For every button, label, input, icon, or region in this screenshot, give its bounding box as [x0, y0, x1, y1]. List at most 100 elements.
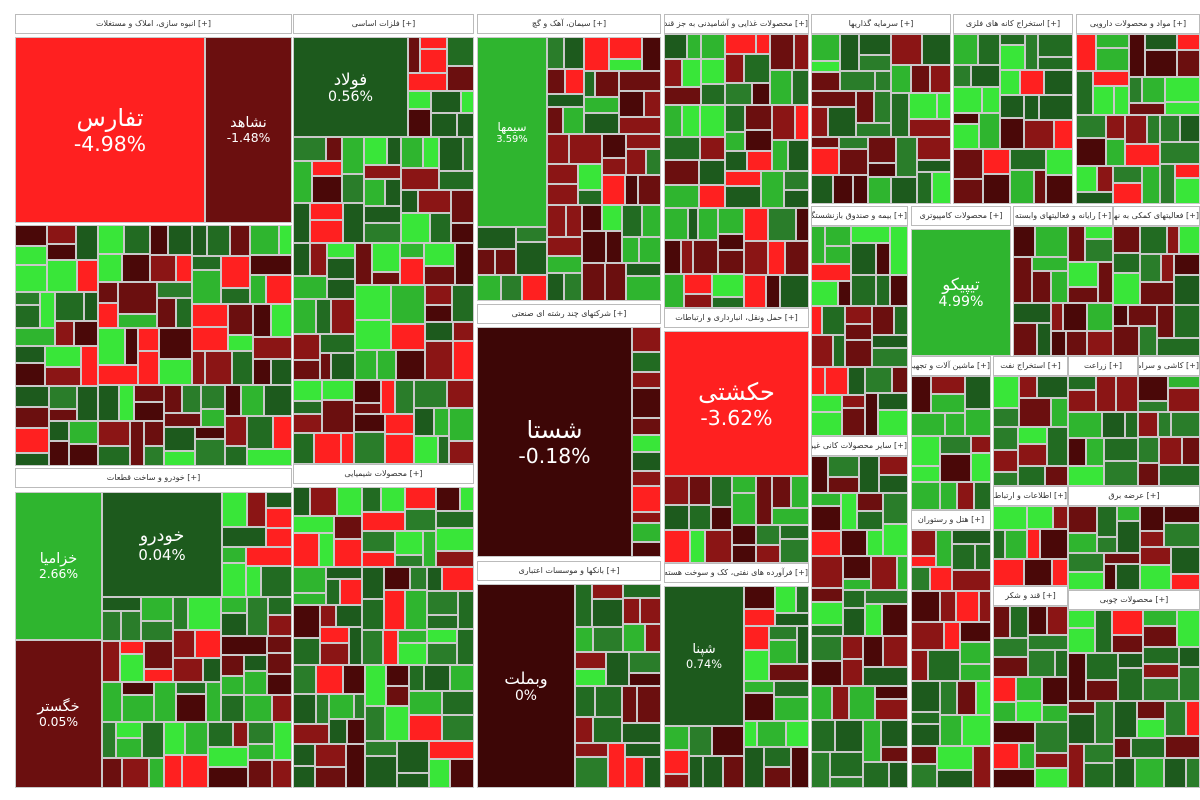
- stock-tile[interactable]: [911, 622, 944, 650]
- stock-tile[interactable]: [1171, 574, 1200, 590]
- stock-tile[interactable]: [271, 304, 292, 337]
- stock-tile[interactable]: [575, 669, 606, 686]
- stock-tile[interactable]: [1140, 506, 1164, 531]
- stock-tile[interactable]: [436, 511, 474, 528]
- stock-tile[interactable]: [575, 757, 608, 788]
- stock-tile[interactable]: [725, 34, 756, 54]
- stock-tile[interactable]: [1161, 254, 1174, 282]
- stock-tile[interactable]: [859, 456, 879, 493]
- stock-tile[interactable]: [744, 681, 774, 693]
- stock-tile[interactable]: [1164, 758, 1186, 788]
- stock-tile[interactable]: [336, 605, 362, 627]
- stock-tile[interactable]: [102, 682, 122, 722]
- stock-tile[interactable]: [841, 530, 867, 556]
- stock-tile[interactable]: [315, 744, 346, 767]
- stock-tile[interactable]: [1028, 650, 1055, 677]
- stock-tile[interactable]: [973, 746, 991, 788]
- stock-tile[interactable]: [811, 602, 843, 625]
- stock-tile[interactable]: [15, 428, 49, 453]
- stock-tile[interactable]: [917, 137, 951, 160]
- stock-tile[interactable]: [77, 260, 98, 292]
- stock-tile[interactable]: [293, 744, 315, 766]
- stock-tile[interactable]: [725, 171, 761, 186]
- stock-tile[interactable]: [965, 409, 991, 436]
- stock-tile[interactable]: [547, 273, 564, 301]
- stock-tile[interactable]: [772, 105, 795, 140]
- stock-tile[interactable]: [857, 493, 883, 511]
- stock-tile[interactable]: [811, 306, 822, 335]
- stock-tile[interactable]: [176, 682, 206, 694]
- stock-tile[interactable]: [1097, 506, 1117, 537]
- stock-tile[interactable]: [420, 49, 447, 73]
- stock-tile[interactable]: [365, 756, 397, 788]
- stock-tile[interactable]: [632, 523, 661, 542]
- stock-tile[interactable]: [911, 712, 940, 724]
- stock-tile[interactable]: [744, 626, 769, 650]
- stock-tile[interactable]: [1047, 427, 1068, 466]
- stock-tile[interactable]: [77, 386, 98, 421]
- stock-tile[interactable]: [1186, 701, 1200, 736]
- sector-header[interactable]: [+] سیمان، آهک و گچ: [477, 14, 661, 34]
- stock-tile[interactable]: [744, 54, 770, 83]
- stock-tile[interactable]: [266, 528, 292, 547]
- stock-tile[interactable]: [747, 151, 772, 171]
- stock-tile[interactable]: [221, 676, 244, 695]
- stock-tile[interactable]: [398, 630, 427, 643]
- stock-tile[interactable]: [1019, 398, 1051, 427]
- stock-tile[interactable]: [1143, 664, 1179, 678]
- stock-tile[interactable]: [953, 34, 978, 65]
- stock-tile[interactable]: [881, 747, 908, 762]
- stock-tile[interactable]: [431, 113, 457, 137]
- sector-header[interactable]: [+] بیمه و صندوق بازنشستگی: [811, 206, 908, 226]
- stock-tile[interactable]: [825, 226, 851, 246]
- stock-tile[interactable]: [396, 350, 425, 380]
- stock-tile[interactable]: [1068, 438, 1086, 466]
- stock-tile[interactable]: [477, 249, 495, 275]
- stock-tile[interactable]: [293, 638, 320, 665]
- stock-tile[interactable]: [377, 350, 396, 380]
- stock-tile[interactable]: [664, 240, 681, 274]
- stock-tile[interactable]: [642, 37, 661, 71]
- stock-tile[interactable]: [993, 427, 1018, 450]
- stock-tile[interactable]: [1068, 226, 1085, 262]
- stock-tile[interactable]: [1000, 118, 1024, 149]
- stock-tile[interactable]: [185, 722, 208, 755]
- stock-tile[interactable]: [322, 400, 354, 433]
- stock-tile[interactable]: [144, 446, 164, 466]
- stock-tile[interactable]: [159, 359, 192, 385]
- stock-tile[interactable]: [1138, 376, 1168, 401]
- stock-tile[interactable]: [364, 179, 385, 206]
- stock-tile[interactable]: [1068, 714, 1095, 744]
- stock-tile[interactable]: [811, 661, 842, 686]
- stock-tile[interactable]: [264, 385, 292, 416]
- stock-tile[interactable]: [845, 324, 872, 340]
- stock-tile[interactable]: [872, 335, 908, 348]
- stock-tile[interactable]: [718, 250, 744, 274]
- stock-tile[interactable]: [725, 186, 761, 208]
- stock-tile[interactable]: [182, 385, 201, 413]
- stock-tile[interactable]: [451, 223, 474, 243]
- stock-tile[interactable]: [293, 401, 322, 414]
- stock-tile[interactable]: [15, 346, 45, 363]
- stock-tile[interactable]: [974, 482, 991, 510]
- stock-tile[interactable]: [569, 134, 602, 164]
- stock-tile[interactable]: [385, 434, 414, 464]
- stock-tile[interactable]: [1063, 303, 1087, 331]
- stock-tile[interactable]: [602, 158, 626, 175]
- stock-tile[interactable]: [98, 303, 118, 328]
- stock-tile[interactable]: [326, 137, 342, 161]
- stock-tile[interactable]: [911, 413, 945, 436]
- stock-tile[interactable]: [244, 671, 267, 695]
- stock-tile[interactable]: [1129, 77, 1142, 103]
- stock-tile[interactable]: [362, 599, 384, 630]
- stock-tile[interactable]: خزامیا 2.66%: [15, 492, 102, 640]
- stock-tile[interactable]: [871, 556, 897, 590]
- stock-tile[interactable]: [1097, 537, 1117, 553]
- stock-tile[interactable]: [365, 741, 397, 756]
- stock-tile[interactable]: [15, 363, 45, 386]
- stock-tile[interactable]: [1032, 271, 1051, 303]
- stock-tile[interactable]: شستا -0.18%: [477, 327, 632, 557]
- stock-tile[interactable]: [632, 372, 661, 388]
- stock-tile[interactable]: [400, 243, 424, 258]
- stock-tile[interactable]: [76, 225, 98, 260]
